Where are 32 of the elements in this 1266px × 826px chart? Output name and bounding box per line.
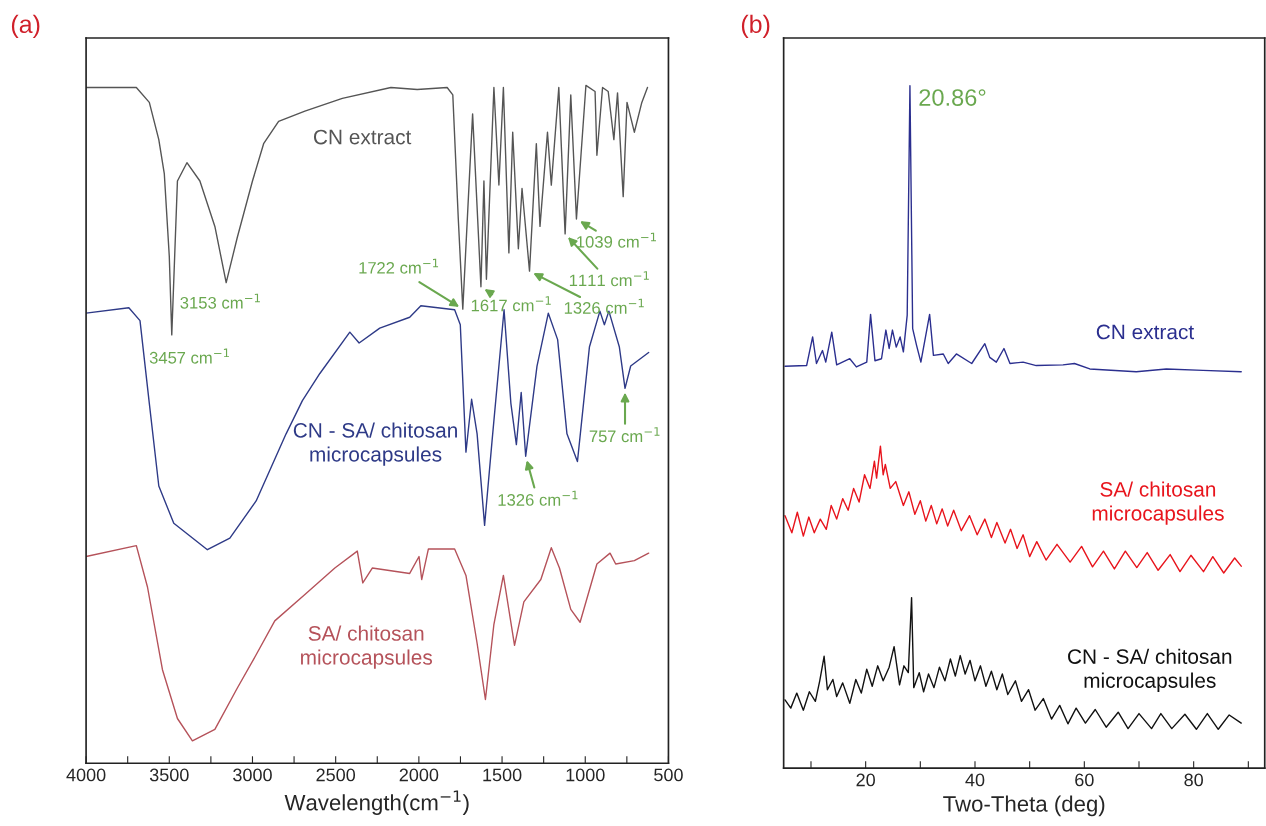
x-tick-label: 20 [856,773,875,787]
annotation: 1617 cm$^{−1}$ [471,296,551,312]
x-tick-label: 2500 [316,768,356,782]
annotation: 1326 cm$^{−1}$ [564,298,644,314]
x-tick-label: 4000 [66,768,106,782]
x-tick-label: 1500 [483,768,522,782]
annotation: 1039 cm$^{−1}$ [577,232,656,248]
series-label: CN - SA/ chitosan microcapsules [293,422,457,466]
annotation: 1722 cm$^{−1}$ [359,258,439,274]
series-label: SA/ chitosan microcapsules [301,625,433,669]
annotation: 757 cm$^{−1}$ [589,427,660,443]
chart-title: (a) [11,14,40,39]
annotation: 1326 cm$^{−1}$ [498,490,578,506]
x-tick-label: 3000 [233,768,272,782]
x-tick-label: 500 [654,768,683,782]
x-tick-label: 2000 [399,768,439,782]
series-label: CN - SA/ chitosan microcapsules [1068,648,1232,693]
x-tick-label: 60 [1075,773,1094,787]
series-label: CN extract [1096,324,1194,340]
annotation: 3457 cm$^{−1}$ [149,348,229,364]
x-tick-label: 40 [965,773,985,787]
annotation: 20.86° [919,89,986,106]
x-tick-label: 1000 [566,768,605,782]
chart-title: (b) [741,14,770,38]
x-tick-label: 80 [1184,773,1203,787]
annotation: 1111 cm$^{−1}$ [569,271,649,287]
x-axis-title: Two-Theta (deg) [943,795,1105,817]
series-label: CN extract [313,129,412,145]
annotation: 3153 cm$^{−1}$ [180,293,260,309]
x-axis-title: Wavelength(cm$^{−1}$) [284,790,469,815]
x-tick-label: 3500 [149,768,189,782]
series-label: SA/ chitosan microcapsules [1092,481,1224,525]
